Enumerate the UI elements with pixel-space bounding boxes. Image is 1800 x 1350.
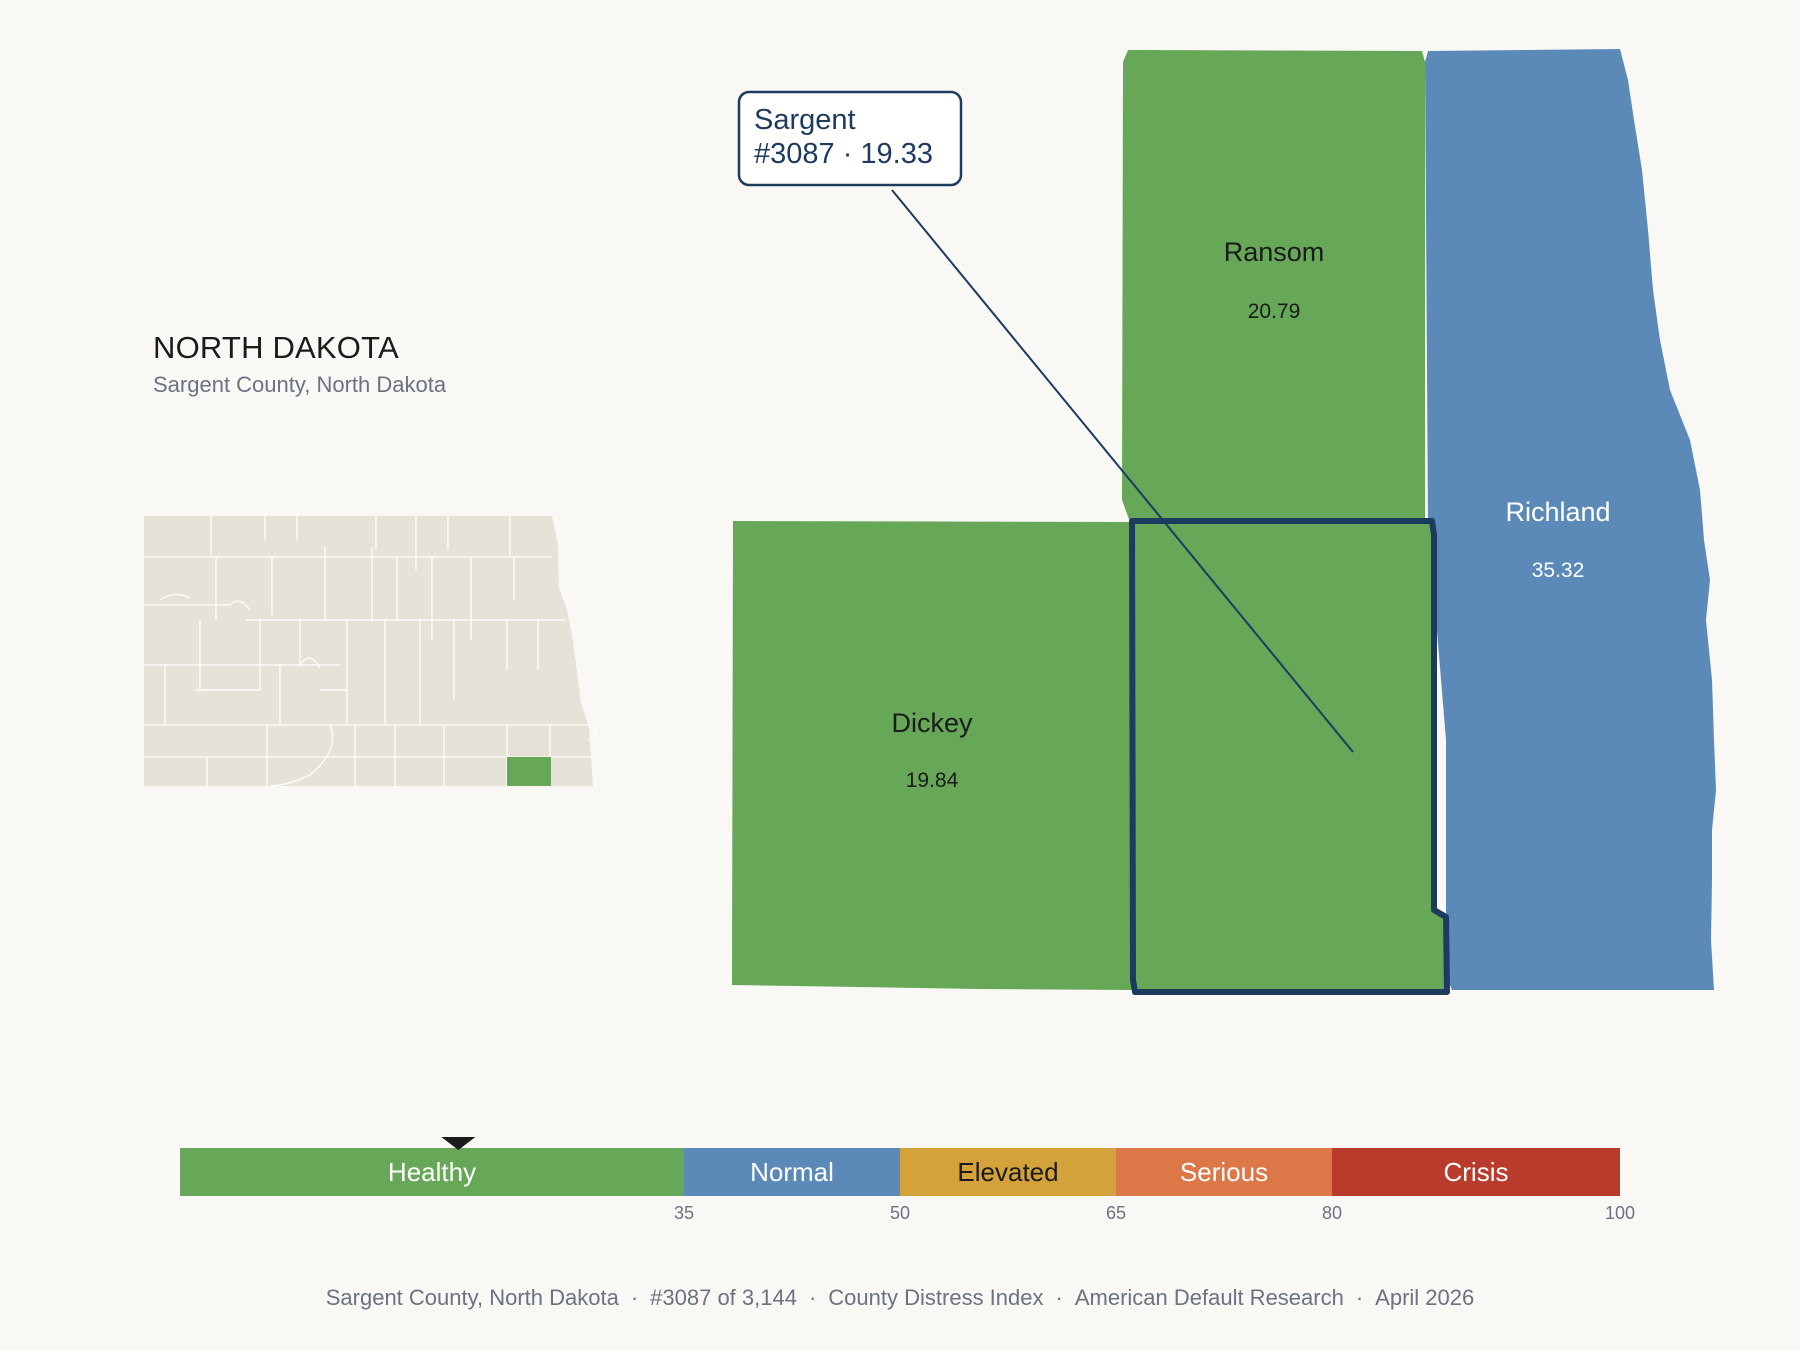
legend-tick: 50 — [890, 1203, 910, 1223]
footer-separator: · — [1055, 1285, 1063, 1310]
county-richland[interactable] — [1425, 49, 1716, 990]
legend-segment-healthy — [180, 1148, 684, 1196]
footer-source: American Default Research — [1074, 1285, 1344, 1310]
legend-label-normal: Normal — [750, 1157, 834, 1187]
callout-box — [737, 90, 963, 187]
inset-sargent-highlight — [507, 757, 551, 786]
footer-separator: · — [808, 1285, 817, 1310]
footer-separator: · — [630, 1285, 639, 1310]
state-title: NORTH DAKOTA — [153, 330, 399, 365]
county-map — [732, 49, 1716, 995]
county-score-ransom: 20.79 — [1248, 300, 1301, 323]
county-sargent[interactable] — [1129, 518, 1450, 995]
legend-segment-crisis — [1332, 1148, 1620, 1196]
county-subtitle: Sargent County, North Dakota — [153, 372, 447, 397]
county-dickey[interactable] — [732, 521, 1133, 990]
footer-county: Sargent County, North Dakota — [325, 1285, 619, 1310]
legend-tick: 80 — [1322, 1203, 1342, 1223]
legend-segment-elevated — [900, 1148, 1116, 1196]
callout-leader-line — [891, 189, 1354, 753]
legend-label-serious: Serious — [1180, 1157, 1268, 1187]
inset-county-lines — [144, 516, 597, 787]
legend-label-elevated: Elevated — [957, 1157, 1058, 1187]
legend-segment-normal — [684, 1148, 900, 1196]
footer-index-name: County Distress Index — [828, 1285, 1044, 1310]
footer-separator: · — [1355, 1285, 1364, 1310]
legend-value-marker — [441, 1137, 476, 1150]
footer: Sargent County, North Dakota · #3087 of 3,… — [0, 1285, 1800, 1311]
legend-tick: 100 — [1605, 1203, 1635, 1223]
county-label-dickey: Dickey — [891, 708, 973, 738]
county-label-richland: Richland — [1505, 497, 1610, 527]
legend-tick: 35 — [674, 1203, 694, 1223]
legend-label-crisis: Crisis — [1444, 1157, 1509, 1187]
selected-county-callout: Sargent #3087 · 19.33 — [737, 90, 1354, 753]
state-inset-map — [144, 516, 597, 787]
footer-date: April 2026 — [1375, 1285, 1475, 1310]
legend-label-healthy: Healthy — [388, 1157, 476, 1187]
callout-county-name: Sargent — [754, 104, 856, 136]
county-ransom[interactable] — [1122, 50, 1425, 522]
footer-rank: #3087 of 3,144 — [650, 1285, 797, 1310]
state-inset-shape — [144, 516, 593, 786]
county-labels: Ransom 20.79 Richland 35.32 Dickey 19.84 — [891, 237, 1610, 792]
callout-rank-score: #3087 · 19.33 — [754, 138, 933, 170]
county-score-richland: 35.32 — [1532, 559, 1585, 582]
legend-tick: 65 — [1106, 1203, 1126, 1223]
distress-scale-legend: Healthy Normal Elevated Serious Crisis 35 50 65… — [180, 1137, 1635, 1223]
county-score-dickey: 19.84 — [906, 769, 959, 792]
county-label-ransom: Ransom — [1224, 237, 1325, 267]
legend-segment-serious — [1116, 1148, 1332, 1196]
